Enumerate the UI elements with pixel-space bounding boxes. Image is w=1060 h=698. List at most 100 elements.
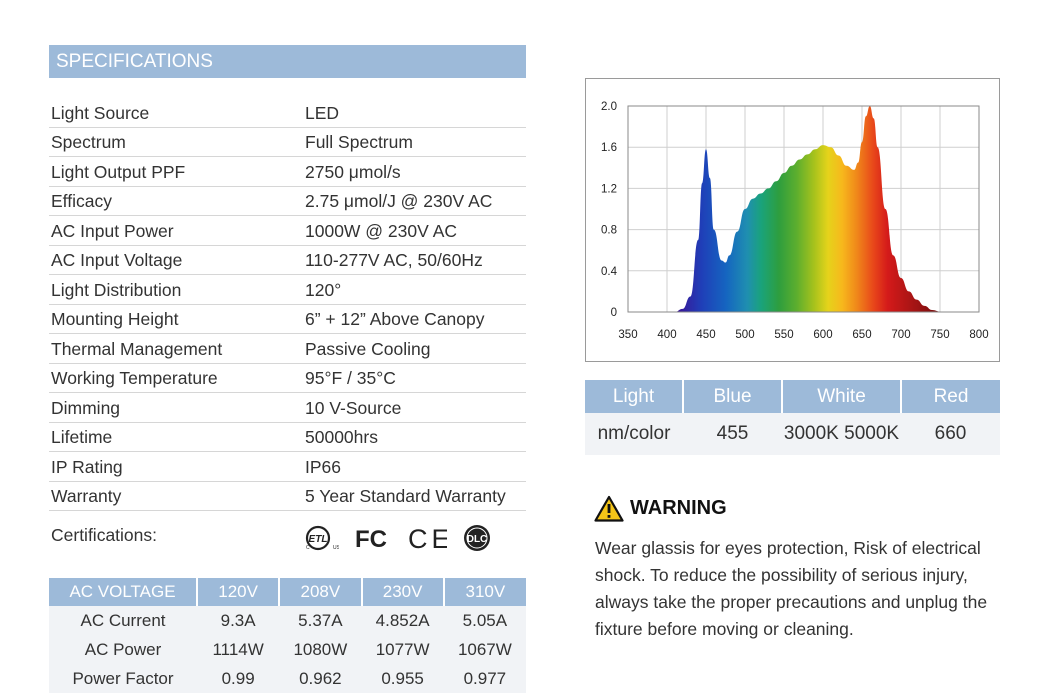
spec-value: Passive Cooling [305,338,431,359]
certifications-label: Certifications: [51,525,158,545]
header-cell: 310V [443,578,526,606]
spec-label: Mounting Height [51,309,179,329]
spec-row: Thermal Management Passive Cooling [49,334,526,364]
table-cell: 1077W [361,635,444,664]
specifications-title: SPECIFICATIONS [49,45,526,78]
warning-title: WARNING [630,497,727,519]
table-cell: 1080W [279,635,362,664]
table-cell: 0.962 [279,664,362,693]
header-cell: Light [585,380,684,413]
table-cell: 660 [901,413,1000,455]
header-cell: 208V [279,578,363,606]
header-cell: 230V [361,578,445,606]
spectrum-chart: 350 400 450 500 550 600 650 700 750 800 0 0.4 0.8 1.2… [585,78,1000,362]
y-tick-label: 1.2 [601,183,617,195]
table-cell: 0.99 [197,664,280,693]
spec-value: 95°F / 35°C [305,368,396,388]
svg-text:C: C [306,545,310,551]
table-cell: 1114W [197,635,280,664]
table-cell: 9.3A [197,606,280,635]
spec-value: 50000hrs [305,427,378,447]
spec-row: AC Input Power 1000W @ 230V AC [49,216,526,246]
spec-label: Efficacy [51,191,112,211]
spec-value: 1000W @ 230V AC [305,220,458,241]
x-tick-label: 750 [930,329,949,341]
spec-value: Full Spectrum [305,132,413,152]
x-tick-label: 600 [813,329,832,341]
spec-row: Light Distribution 120° [49,275,526,305]
table-cell: 0.955 [361,664,444,693]
spec-value: 6” + 12” Above Canopy [305,309,485,329]
header-cell: AC VOLTAGE [49,578,198,606]
x-tick-label: 400 [657,329,676,341]
specifications-list: Light Source LED Spectrum Full Spectrum Li… [49,98,526,555]
spec-value: LED [305,102,340,123]
ce-logo: CE [408,524,447,552]
table-cell: AC Current [49,606,197,635]
spec-row: Light Output PPF 2750 μmol/s [49,157,526,187]
dlc-logo: DLC [464,525,490,551]
color-table-header: Light Blue White Red [585,380,1000,413]
warning-heading: WARNING [594,495,727,522]
spec-row: Lifetime 50000hrs [49,423,526,452]
x-tick-label: 450 [696,329,715,341]
x-tick-label: 350 [618,329,637,341]
svg-text:CE: CE [408,524,447,552]
spectrum-curve [674,106,948,312]
table-row: AC Power 1114W 1080W 1077W 1067W [49,635,526,664]
y-tick-label: 2.0 [601,101,617,113]
light-color-table: Light Blue White Red nm/color 455 3000K … [585,380,1000,455]
spec-label: Warranty [51,486,122,506]
table-row: Power Factor 0.99 0.962 0.955 0.977 [49,664,526,693]
spec-row: IP Rating IP66 [49,452,526,482]
spec-row: Spectrum Full Spectrum [49,128,526,157]
table-cell: 4.852A [361,606,444,635]
table-cell: 5.37A [279,606,362,635]
x-tick-label: 800 [969,329,988,341]
table-cell: 0.977 [443,664,526,693]
header-cell: Blue [683,380,783,413]
spec-value: 110-277V AC, 50/60Hz [305,250,483,270]
svg-text:US: US [333,545,339,551]
spec-value: 10 V-Source [305,397,402,418]
spec-value: 120° [305,279,342,300]
spec-label: Light Distribution [51,279,182,300]
spec-row: Mounting Height 6” + 12” Above Canopy [49,305,526,334]
spec-row: Efficacy 2.75 μmol/J @ 230V AC [49,187,526,216]
x-tick-label: 650 [852,329,871,341]
spec-label: IP Rating [51,456,123,477]
header-cell: 120V [197,578,281,606]
x-tick-label: 550 [774,329,793,341]
table-cell: 3000K 5000K [782,413,901,455]
table-row: AC Current 9.3A 5.37A 4.852A 5.05A [49,606,526,635]
svg-text:DLC: DLC [467,534,488,545]
certification-logos: ETL US C FC CE DLC [305,523,493,553]
svg-text:ETL: ETL [309,534,328,545]
spec-label: Working Temperature [51,368,218,388]
warning-triangle-icon [594,495,624,522]
header-cell: Red [901,380,1000,413]
spec-label: AC Input Voltage [51,250,183,270]
spec-label: Light Source [51,102,150,123]
spec-label: Lifetime [51,427,113,447]
table-cell: 455 [683,413,782,455]
etl-listed-logo: ETL US C [305,525,339,551]
fcc-logo: FC [355,526,387,552]
y-tick-label: 0.8 [601,225,617,237]
certifications-row: Certifications: ETL US C FC CE DLC [49,511,526,555]
spec-label: Spectrum [51,132,126,152]
table-cell: AC Power [49,635,197,664]
voltage-table-header: AC VOLTAGE 120V 208V 230V 310V [49,578,526,606]
spectrum-chart-svg: 350 400 450 500 550 600 650 700 750 800 0 0.4 0.8 1.2… [601,101,989,341]
table-cell: 5.05A [443,606,526,635]
spec-value: IP66 [305,456,341,477]
header-cell: White [782,380,902,413]
y-tick-label: 0 [611,307,617,319]
ac-voltage-table: AC VOLTAGE 120V 208V 230V 310V AC Curren… [49,578,526,693]
table-cell: Power Factor [49,664,197,693]
spec-row: Warranty 5 Year Standard Warranty [49,482,526,511]
table-cell: 1067W [443,635,526,664]
spec-value: 5 Year Standard Warranty [305,486,506,506]
spec-label: AC Input Power [51,220,174,241]
x-tick-label: 700 [891,329,910,341]
